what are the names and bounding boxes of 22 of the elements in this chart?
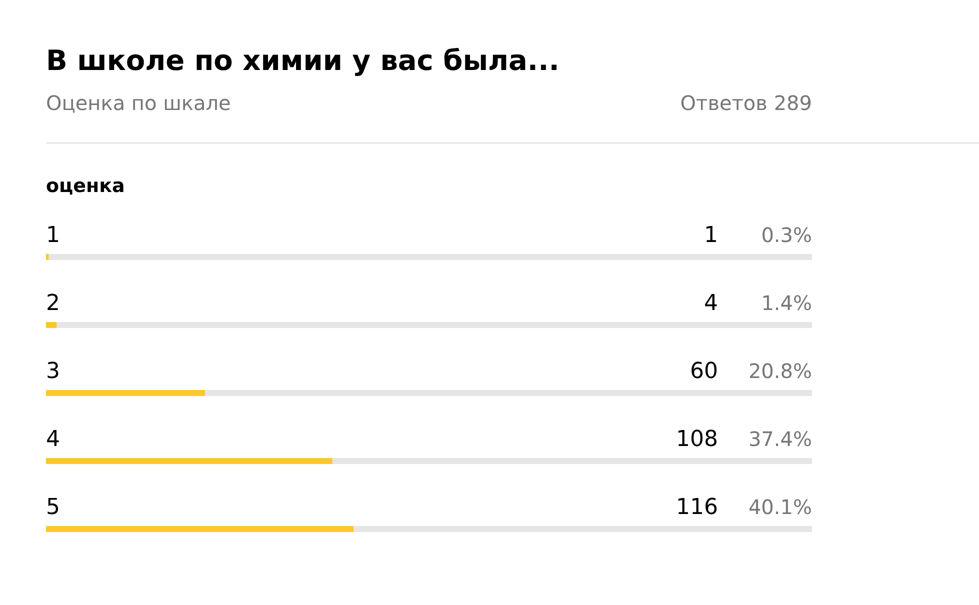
annotation: 20.8% [748,359,812,383]
bar [46,254,49,260]
annotation: 40.1% [748,495,812,519]
y-tick-label: 4 [46,427,60,452]
y-tick-label: 3 [46,359,60,384]
data-label: 1 [704,223,718,248]
annotation: 37.4% [748,427,812,451]
data-label: 108 [676,427,718,452]
y-tick-label: 1 [46,223,60,248]
annotation: 0.3% [761,223,812,247]
bar [46,322,57,328]
data-label: 4 [704,291,718,316]
y-axis-title: оценка [46,175,125,197]
chart-subtitle: Оценка по шкале [46,91,231,115]
bar [46,390,206,396]
data-label: 116 [676,495,718,520]
y-tick-label: 5 [46,495,60,520]
chart-title: В школе по химии у вас была... [46,44,560,77]
y-tick-label: 2 [46,291,60,316]
data-label: 60 [690,359,718,384]
annotation: 1.4% [761,291,812,315]
text: Ответов 289 [680,91,812,115]
